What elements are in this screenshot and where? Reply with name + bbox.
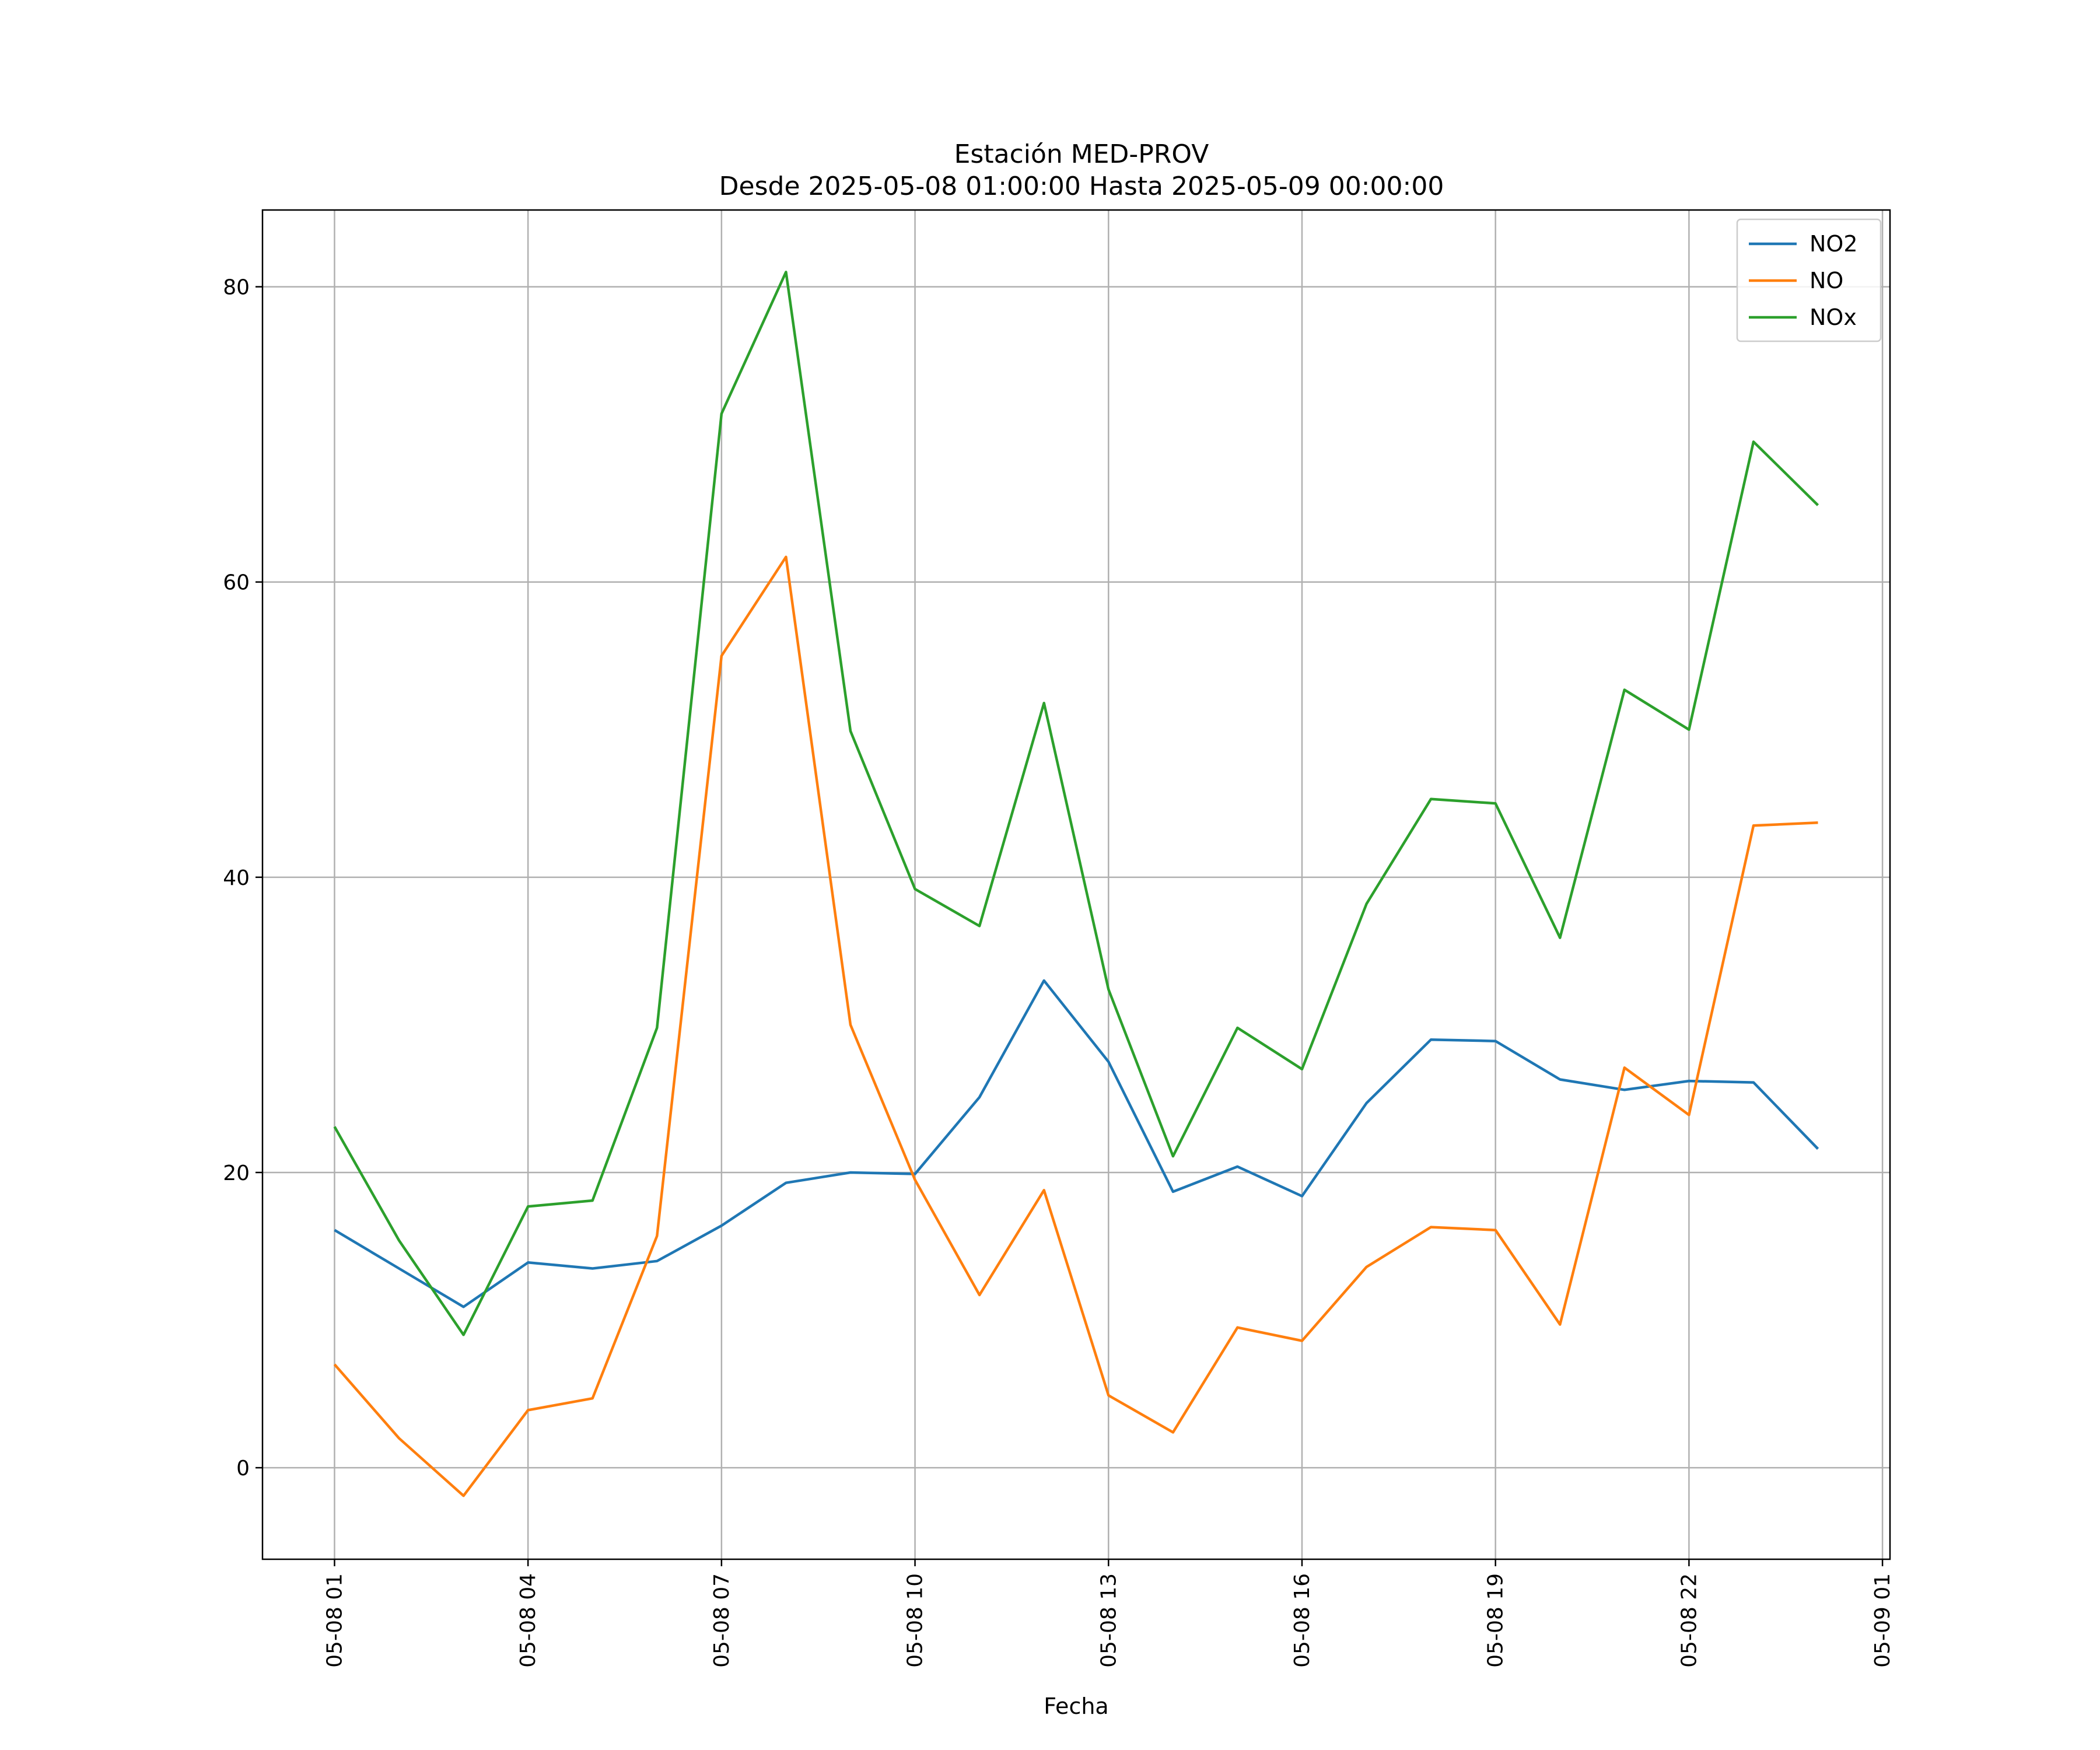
chart-title: Estación MED-PROV: [954, 139, 1209, 169]
chart-subtitle: Desde 2025-05-08 01:00:00 Hasta 2025-05-…: [719, 172, 1444, 201]
x-tick-label: 05-08 10: [904, 1573, 928, 1668]
x-tick-label: 05-08 01: [323, 1573, 346, 1668]
series-line-nox: [333, 271, 1819, 1336]
plot-frame: [261, 209, 1891, 1560]
legend: NO2 NO NOx: [1736, 218, 1882, 342]
y-tick-label: 40: [223, 866, 250, 890]
x-tick-label: 05-08 07: [710, 1573, 734, 1668]
series-line-no: [333, 555, 1818, 1497]
x-tick-label: 05-08 19: [1484, 1573, 1508, 1668]
y-tick-label: 60: [223, 571, 250, 595]
x-tick-label: 05-09 01: [1871, 1573, 1895, 1668]
legend-box: [1736, 218, 1882, 342]
x-tick-label: 05-08 13: [1097, 1573, 1121, 1668]
x-axis-label: Fecha: [1044, 1693, 1108, 1719]
series-group: [333, 271, 1819, 1497]
legend-label: NO2: [1810, 231, 1858, 257]
grid: [262, 210, 1890, 1559]
x-tick-label: 05-08 04: [516, 1573, 540, 1668]
series-line-no2: [334, 979, 1819, 1308]
y-tick-label: 80: [223, 276, 250, 300]
y-tick-label: 0: [236, 1457, 250, 1480]
x-tick-label: 05-08 22: [1677, 1573, 1701, 1668]
legend-label: NOx: [1810, 304, 1857, 330]
y-tick-label: 20: [223, 1161, 250, 1185]
legend-label: NO: [1810, 268, 1843, 293]
ticks-group: 05-08 01 05-08 04 05-08 07 05-08 10 05-08 13…: [223, 276, 1895, 1668]
x-tick-label: 05-08 16: [1290, 1573, 1314, 1668]
